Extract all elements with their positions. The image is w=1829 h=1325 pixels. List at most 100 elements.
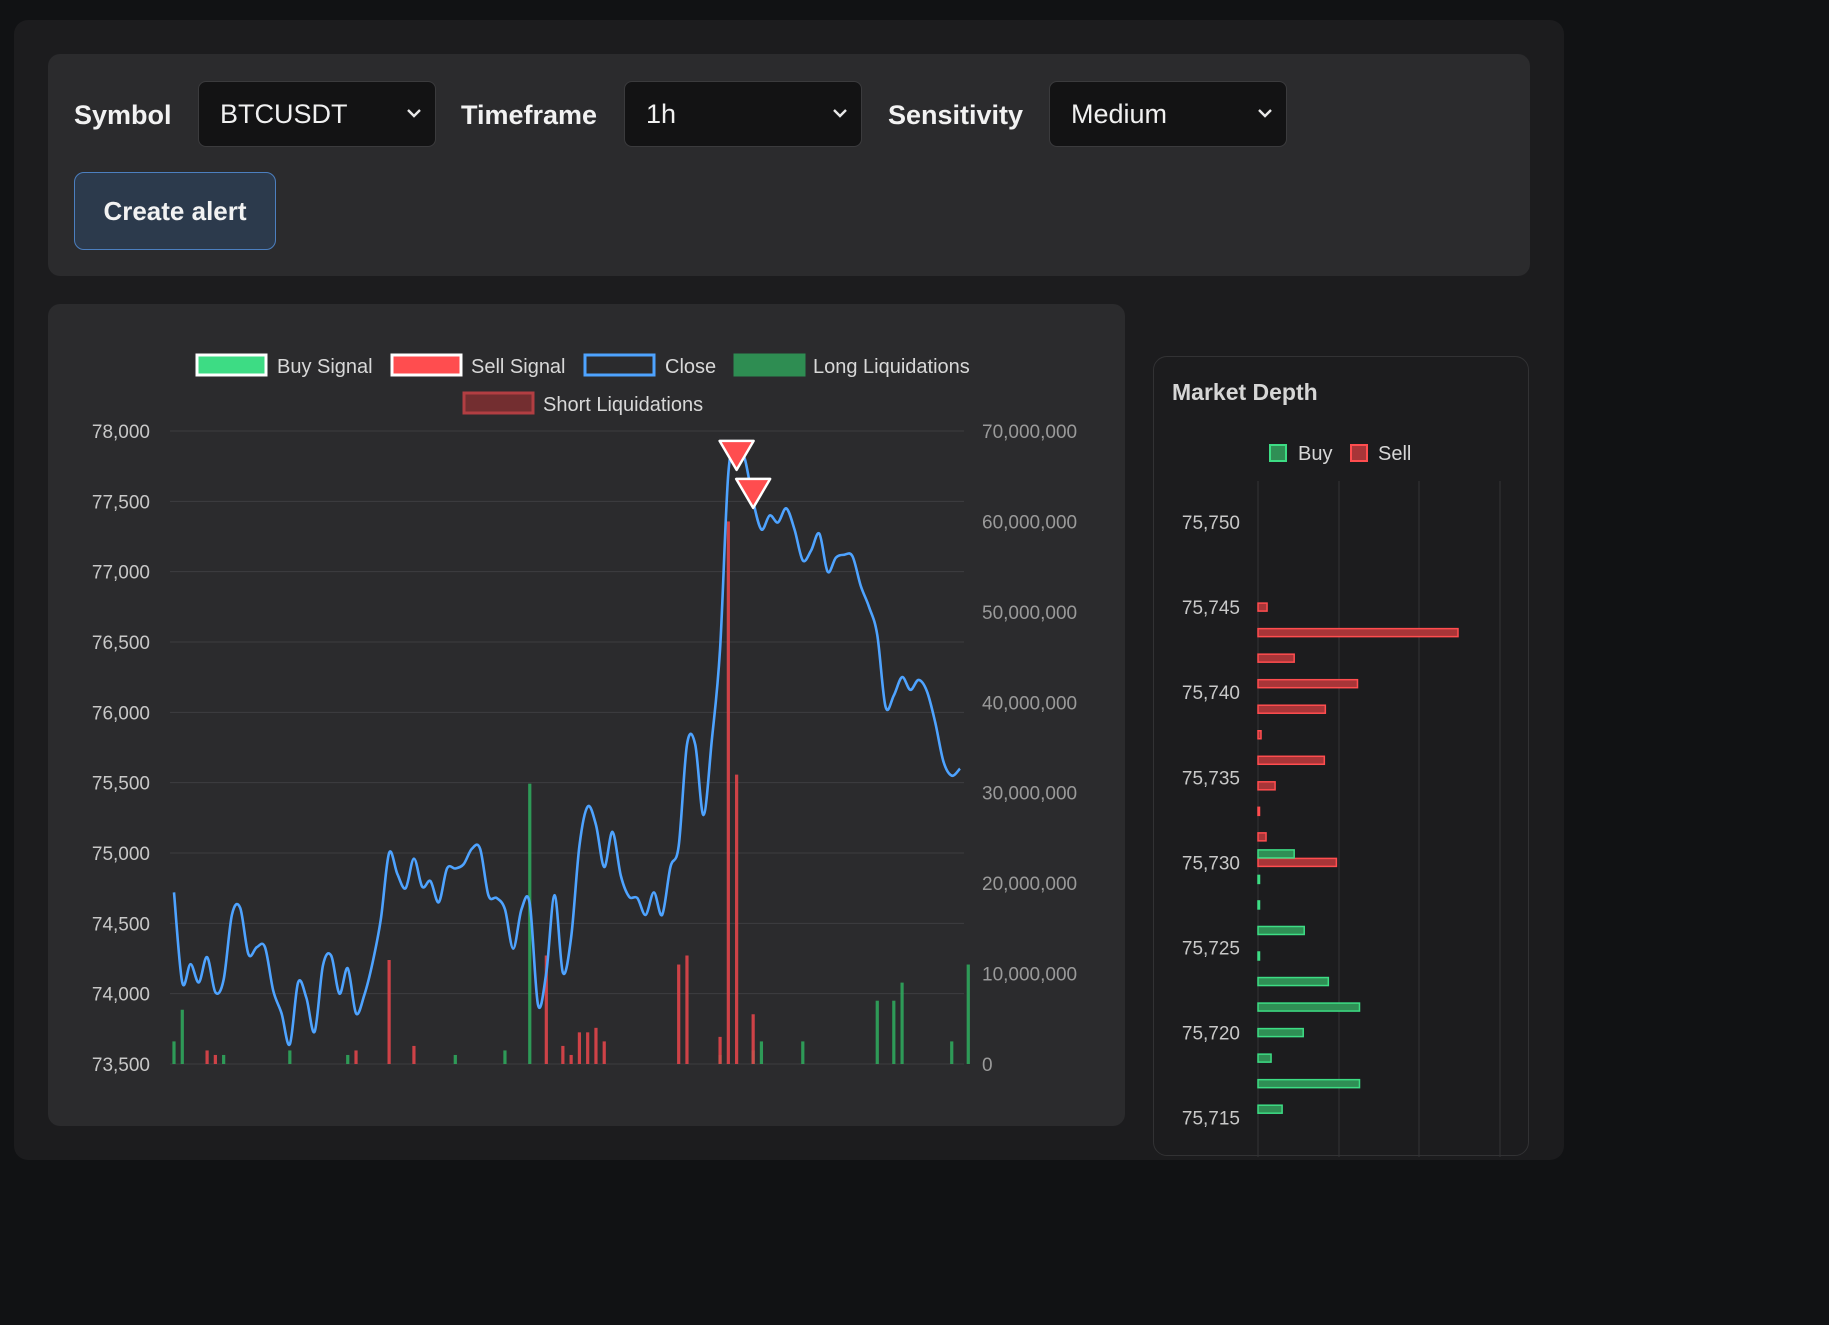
y-left-tick-label: 77,500 [92,492,150,513]
sensitivity-select-value: Medium [1071,99,1168,129]
y-right-tick-label: 20,000,000 [982,874,1077,895]
legend-label: Short Liquidations [543,394,703,416]
depth-sell-bar [1257,704,1327,714]
depth-tick-label: 75,740 [1182,683,1240,704]
depth-sell-bar [1257,653,1295,663]
short-liquidation-bar [412,1045,416,1064]
legend-swatch [733,353,806,377]
long-liquidation-bar [966,964,970,1064]
market-depth-title: Market Depth [1172,379,1318,405]
timeframe-select-value: 1h [646,99,677,129]
depth-sell-bar [1257,806,1261,817]
depth-buy-bar [1257,976,1330,987]
long-liquidation-bar [900,982,904,1064]
legend-swatch [583,353,656,377]
y-left-tick-label: 76,000 [92,703,150,724]
y-right-tick-label: 50,000,000 [982,603,1077,624]
sensitivity-label: Sensitivity [888,100,1024,130]
short-liquidation-bar [602,1041,606,1064]
sell-signal-marker [734,477,772,510]
y-right-tick-label: 60,000,000 [982,512,1077,533]
short-liquidation-bar [544,955,548,1064]
depth-buy-bar [1257,1002,1361,1012]
depth-tick-label: 75,715 [1182,1109,1240,1130]
legend-label: Buy Signal [277,356,373,378]
legend-label: Long Liquidations [813,356,970,378]
short-liquidation-bar [677,964,681,1064]
depth-buy-bar [1257,1053,1272,1063]
depth-buy-bar [1257,874,1261,885]
long-liquidation-bar [892,1000,896,1064]
depth-sell-bar [1257,730,1262,740]
long-liquidation-bar [222,1054,226,1064]
y-right-tick-label: 10,000,000 [982,965,1077,986]
legend-label: Close [665,356,716,378]
symbol-label: Symbol [74,100,172,130]
symbol-select-value: BTCUSDT [220,99,348,129]
price-chart-panel: Buy Signal Sell Signal Close Long Liquidati… [48,304,1125,1126]
short-liquidation-bar [569,1054,573,1064]
y-left-tick-label: 74,500 [92,914,150,935]
y-right-tick-label: 40,000,000 [982,693,1077,714]
long-liquidation-bar [453,1054,457,1064]
short-liquidation-bar [205,1050,209,1064]
depth-buy-bar [1257,1078,1361,1089]
short-liquidation-bar [726,521,730,1064]
legend-swatch [1269,444,1287,462]
y-right-tick-label: 70,000,000 [982,422,1077,443]
long-liquidation-bar [801,1041,805,1064]
symbol-select[interactable]: BTCUSDT [198,81,436,147]
market-depth-panel: Market Depth Buy Sell 75,750 75,745 75,740 75… [1153,356,1530,1157]
market-depth-chart[interactable]: Buy Sell 75,750 75,745 75,740 75,735 75,730 75,… [1154,357,1530,1157]
short-liquidation-bar [718,1036,722,1064]
short-liquidation-bar [561,1045,565,1064]
price-chart[interactable]: Buy Signal Sell Signal Close Long Liquidati… [48,304,1125,1126]
legend-label: Sell [1378,443,1411,465]
y-left-tick-label: 77,000 [92,563,150,584]
short-liquidation-bar [586,1032,590,1064]
app-window: Symbol BTCUSDT Timeframe 1h Sensitivity … [14,20,1564,1160]
legend-label: Buy [1298,443,1332,465]
sensitivity-select[interactable]: Medium [1049,81,1287,147]
short-liquidation-bar [213,1054,217,1064]
long-liquidation-bar [172,1041,176,1064]
depth-buy-bar [1257,1104,1283,1114]
depth-sell-bar [1257,602,1268,612]
long-liquidation-bar [950,1041,954,1064]
long-liquidation-bar [875,1000,879,1064]
y-left-tick-label: 78,000 [92,422,150,443]
chevron-down-icon [407,109,421,118]
depth-sell-bar [1257,857,1338,868]
long-liquidation-bar [180,1009,184,1064]
chevron-down-icon [833,109,847,118]
depth-tick-label: 75,725 [1182,939,1240,960]
depth-sell-bar [1257,832,1267,842]
chevron-down-icon [1258,109,1272,118]
timeframe-select[interactable]: 1h [624,81,862,147]
depth-tick-label: 75,735 [1182,768,1240,789]
depth-buy-bar [1257,951,1261,961]
y-left-tick-label: 75,500 [92,774,150,795]
long-liquidation-bar [528,783,532,1064]
short-liquidation-bar [594,1027,598,1064]
depth-buy-bar [1257,900,1261,910]
short-liquidation-bar [735,774,739,1064]
long-liquidation-bar [759,1041,764,1064]
depth-sell-bar [1257,627,1459,638]
legend-swatch [462,391,535,415]
depth-sell-bar [1257,678,1359,689]
depth-sell-bar [1257,781,1276,791]
depth-buy-bar [1257,925,1305,936]
y-left-tick-label: 75,000 [92,844,150,865]
depth-tick-label: 75,730 [1182,853,1240,874]
depth-tick-label: 75,720 [1182,1024,1240,1045]
short-liquidation-bar [577,1032,582,1064]
depth-tick-label: 75,750 [1182,513,1240,534]
short-liquidation-bar [354,1050,358,1064]
create-alert-button[interactable]: Create alert [74,172,276,250]
short-liquidation-bar [685,955,689,1064]
depth-buy-bar [1257,1027,1304,1038]
depth-tick-label: 75,745 [1182,598,1240,619]
y-left-tick-label: 74,000 [92,985,150,1006]
y-left-tick-label: 76,500 [92,633,150,654]
